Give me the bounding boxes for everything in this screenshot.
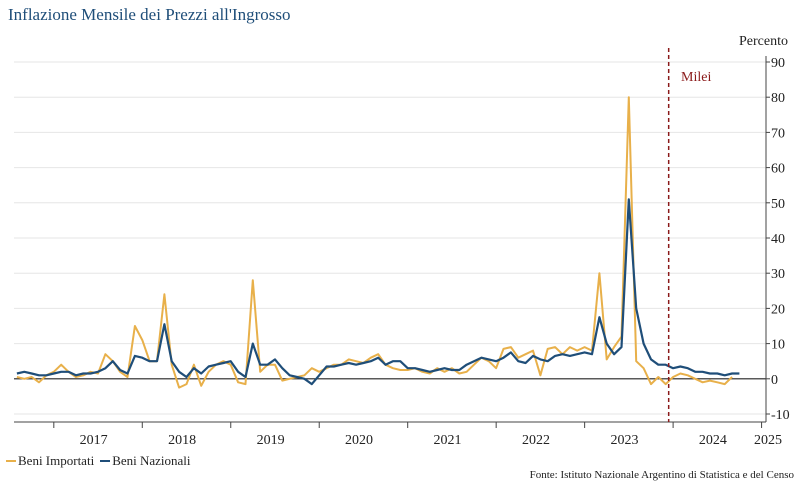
x-tick-label: 2018 (168, 433, 196, 448)
legend-swatch-national (100, 460, 111, 462)
series-line-beni-nazionali (16, 198, 740, 386)
legend: Beni Importati Beni Nazionali (6, 453, 191, 469)
series-line-beni-importati (16, 96, 733, 389)
y-axis-label: Percento (739, 34, 788, 49)
x-tick-label: 2021 (434, 433, 462, 448)
x-tick-label: 2025 (754, 433, 782, 448)
chart-title: Inflazione Mensile dei Prezzi all'Ingros… (8, 5, 291, 24)
y-tick-label: 40 (771, 232, 785, 247)
y-tick-label: 0 (771, 373, 778, 388)
legend-item-imported: Beni Importati (6, 453, 94, 469)
source-note: Fonte: Istituto Nazionale Argentino di S… (529, 469, 794, 481)
y-axis: -10 0 10 20 30 40 50 60 70 80 90 (765, 56, 790, 423)
x-tick-label: 2020 (345, 433, 373, 448)
legend-item-national: Beni Nazionali (100, 453, 191, 469)
x-tick-label: 2024 (699, 433, 727, 448)
legend-label-imported: Beni Importati (18, 453, 95, 468)
y-tick-label: 20 (771, 302, 785, 317)
milei-annotation: Milei (681, 70, 712, 85)
y-tick-label: 50 (771, 197, 785, 212)
legend-label-national: Beni Nazionali (112, 453, 191, 468)
x-axis: 2017 2018 2019 2020 2021 2022 2023 2024 2025 (14, 421, 782, 448)
series-layer (16, 96, 740, 389)
y-tick-label: 30 (771, 267, 785, 282)
x-tick-label: 2019 (257, 433, 285, 448)
gridlines (14, 61, 766, 415)
x-tick-label: 2017 (80, 433, 108, 448)
y-tick-label: 10 (771, 338, 785, 353)
y-tick-label: -10 (771, 408, 790, 423)
y-tick-label: 90 (771, 56, 785, 71)
x-tick-label: 2022 (522, 433, 550, 448)
x-tick-label: 2023 (610, 433, 638, 448)
y-tick-label: 80 (771, 91, 785, 106)
legend-swatch-imported (6, 460, 16, 462)
y-tick-label: 60 (771, 162, 785, 177)
y-tick-label: 70 (771, 126, 785, 141)
